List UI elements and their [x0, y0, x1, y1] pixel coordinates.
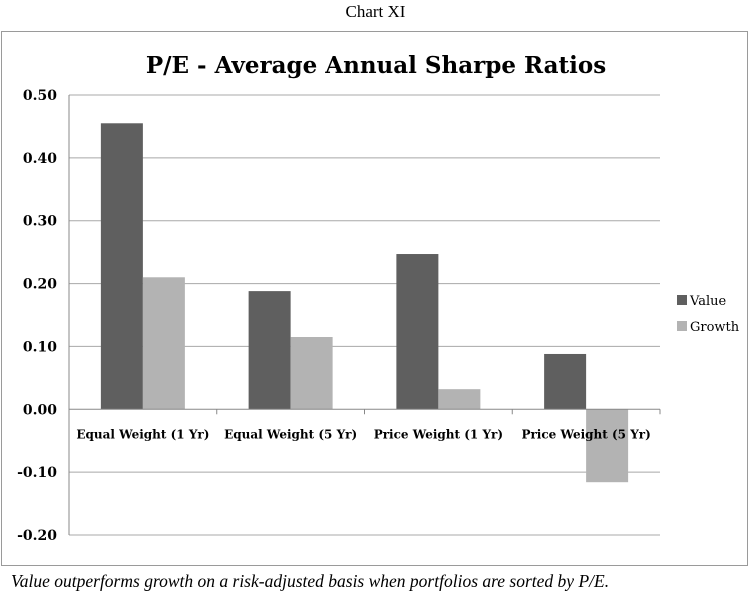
- legend-label-value: Value: [689, 294, 726, 309]
- legend-swatch-value: [677, 295, 687, 305]
- x-tick-label: Equal Weight (5 Yr): [224, 427, 357, 441]
- legend-swatch-growth: [677, 321, 687, 331]
- x-tick-label: Equal Weight (1 Yr): [76, 427, 209, 441]
- bar-growth: [142, 277, 185, 410]
- chart-title: P/E - Average Annual Sharpe Ratios: [146, 52, 606, 79]
- bar-growth: [290, 337, 333, 410]
- bar-value: [248, 291, 291, 410]
- y-tick-label: 0.50: [23, 88, 57, 104]
- y-tick-label: 0.30: [23, 214, 57, 230]
- chart-caption-top: Chart XI: [345, 2, 406, 21]
- legend: Value Growth: [677, 294, 740, 335]
- bars: [100, 123, 629, 483]
- y-tick-label: 0.10: [23, 339, 57, 355]
- bar-growth: [586, 409, 629, 483]
- y-tick-label: -0.10: [17, 465, 57, 481]
- chart-caption-bottom: Value outperforms growth on a risk-adjus…: [11, 571, 610, 591]
- chart-area: P/E - Average Annual Sharpe Ratios 0.50 0…: [1, 31, 748, 566]
- y-tick-label: 0.00: [23, 402, 57, 418]
- axes: [68, 95, 661, 535]
- y-axis-ticks: 0.50 0.40 0.30 0.20 0.10 0.00 -0.10 -0.20: [17, 88, 57, 544]
- x-tick-label: Price Weight (5 Yr): [521, 427, 650, 441]
- y-tick-label: -0.20: [17, 528, 57, 544]
- y-tick-label: 0.40: [23, 151, 57, 167]
- x-axis-ticks: Equal Weight (1 Yr) Equal Weight (5 Yr) Pr…: [76, 427, 650, 441]
- y-tick-label: 0.20: [23, 277, 57, 293]
- legend-label-growth: Growth: [690, 320, 740, 335]
- bar-growth: [438, 389, 481, 410]
- bar-value: [100, 123, 143, 410]
- bar-value: [544, 353, 587, 410]
- bar-chart: P/E - Average Annual Sharpe Ratios 0.500…: [17, 52, 740, 544]
- x-tick-label: Price Weight (1 Yr): [374, 427, 503, 441]
- bar-value: [396, 254, 439, 410]
